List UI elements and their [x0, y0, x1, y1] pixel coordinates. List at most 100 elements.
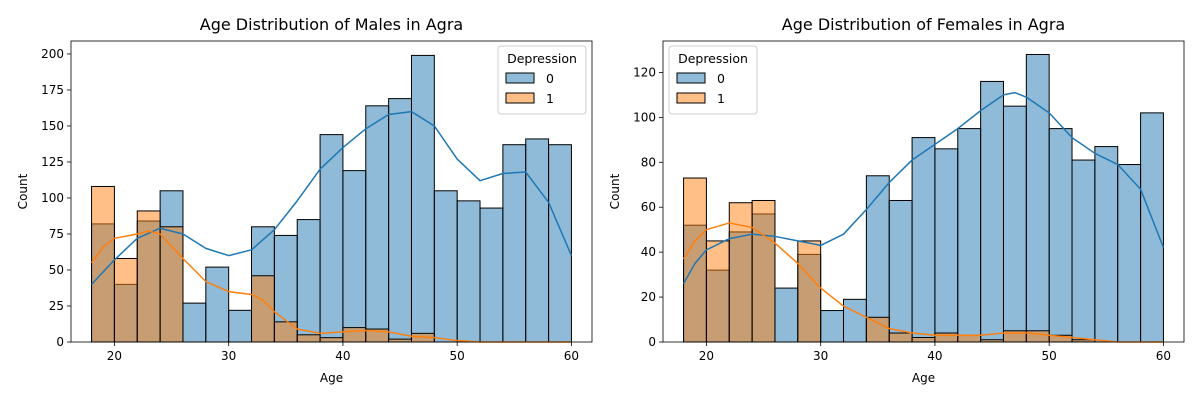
x-axis-label: Age — [320, 371, 343, 385]
x-tick-label: 40 — [927, 349, 942, 363]
histogram-bar — [228, 309, 253, 343]
x-tick-label: 50 — [1042, 349, 1057, 363]
histogram-bar — [934, 332, 959, 343]
histogram-bar — [548, 144, 572, 343]
x-tick-label: 20 — [699, 349, 714, 363]
histogram-bar — [273, 321, 298, 343]
x-tick-label: 30 — [813, 349, 828, 363]
histogram-bar — [957, 128, 982, 343]
kde-line-1 — [682, 222, 1164, 343]
histogram-bar — [159, 226, 184, 343]
y-tick-label: 40 — [641, 245, 656, 259]
histogram-bar — [388, 338, 412, 343]
histogram-bar — [388, 98, 412, 343]
histogram-bar — [911, 337, 936, 343]
legend: Depression 0 1 — [497, 45, 587, 115]
histogram-bar — [705, 240, 730, 343]
legend-label-1: 1 — [546, 91, 554, 106]
legend-swatch-1 — [676, 92, 706, 104]
histogram-bar — [1002, 105, 1027, 343]
plot-frame — [662, 40, 1185, 343]
y-tick-label: 75 — [49, 227, 64, 241]
y-tick-label: 80 — [641, 155, 656, 169]
x-tick-label: 40 — [335, 349, 350, 363]
legend-label-0: 0 — [717, 71, 725, 86]
histogram-bar — [433, 190, 458, 343]
y-tick-label: 20 — [641, 290, 656, 304]
histogram-bar — [797, 240, 822, 343]
kde-line-0 — [682, 91, 1165, 284]
legend-swatch-0 — [676, 72, 706, 84]
y-tick-label: 60 — [641, 200, 656, 214]
x-tick-label: 50 — [450, 349, 465, 363]
histogram-bar — [1048, 128, 1073, 343]
legend-label-0: 0 — [546, 71, 554, 86]
y-tick-label: 0 — [648, 335, 656, 349]
chart-females: 20 30 40 50 60 0 20 40 60 80 100 120 Age Count Age Dis… — [608, 15, 1185, 385]
x-axis-label: Age — [912, 371, 935, 385]
histogram-bar — [296, 334, 321, 343]
y-axis-label: Count — [16, 173, 30, 209]
chart-title: Age Distribution of Males in Agra — [200, 15, 463, 34]
chart-males: 20 30 40 50 60 0 25 50 75 100 125 150 175 200 Age Count… — [16, 15, 593, 385]
histogram-bar — [1117, 164, 1142, 343]
y-tick-label: 100 — [633, 110, 656, 124]
histogram-bar — [1140, 112, 1164, 343]
y-tick-label: 0 — [56, 335, 64, 349]
histogram-bar — [479, 207, 504, 343]
histogram-bar — [1094, 146, 1119, 343]
y-tick-label: 125 — [41, 155, 64, 169]
x-tick-label: 60 — [564, 349, 579, 363]
histogram-bar — [182, 302, 207, 343]
histogram-bar — [774, 287, 799, 343]
histogram-bar — [502, 144, 527, 343]
histogram-bar — [113, 257, 138, 343]
histogram-bar — [1071, 159, 1096, 343]
histogram-bar — [934, 148, 959, 343]
kde-line-0 — [91, 110, 573, 285]
histogram-bar — [888, 332, 913, 343]
x-tick-label: 30 — [221, 349, 236, 363]
kde-line-1 — [90, 230, 572, 343]
histogram-bar — [456, 200, 481, 343]
histogram-bar — [342, 327, 367, 343]
histogram-bar — [957, 334, 982, 343]
y-tick-label: 120 — [633, 65, 656, 79]
histogram-bar — [865, 316, 890, 343]
histogram-bar — [843, 298, 867, 343]
histogram-bar — [751, 199, 776, 343]
histogram-bar — [980, 80, 1004, 343]
y-tick-label: 200 — [41, 47, 64, 61]
y-tick-label: 50 — [49, 263, 64, 277]
histogram-bar — [820, 310, 845, 343]
y-tick-label: 25 — [49, 299, 64, 313]
histogram-bar — [911, 137, 936, 343]
histogram-bar — [296, 219, 321, 343]
x-tick-label: 60 — [1156, 349, 1171, 363]
legend-title: Depression — [678, 51, 748, 66]
legend-swatch-0 — [505, 72, 535, 84]
histogram-bar — [1025, 330, 1050, 343]
histogram-bar — [888, 199, 913, 343]
histogram-series-1 — [91, 185, 435, 343]
histogram-bar — [365, 105, 390, 343]
histogram-bar — [319, 337, 344, 343]
legend-label-1: 1 — [717, 91, 725, 106]
legend: Depression 0 1 — [668, 45, 758, 115]
histogram-bar — [342, 170, 367, 343]
histogram-bar — [205, 266, 230, 343]
histogram-bar — [410, 54, 435, 343]
y-tick-label: 150 — [41, 119, 64, 133]
histogram-bar — [1025, 53, 1050, 343]
y-axis-label: Count — [608, 173, 622, 209]
y-tick-label: 175 — [41, 83, 64, 97]
chart-title: Age Distribution of Females in Agra — [782, 15, 1065, 34]
histogram-bar — [683, 177, 707, 343]
legend-title: Depression — [507, 51, 577, 66]
plot-frame — [70, 40, 593, 343]
x-tick-label: 20 — [107, 349, 122, 363]
y-tick-label: 100 — [41, 191, 64, 205]
legend-swatch-1 — [505, 92, 535, 104]
histogram-bar — [525, 138, 550, 343]
